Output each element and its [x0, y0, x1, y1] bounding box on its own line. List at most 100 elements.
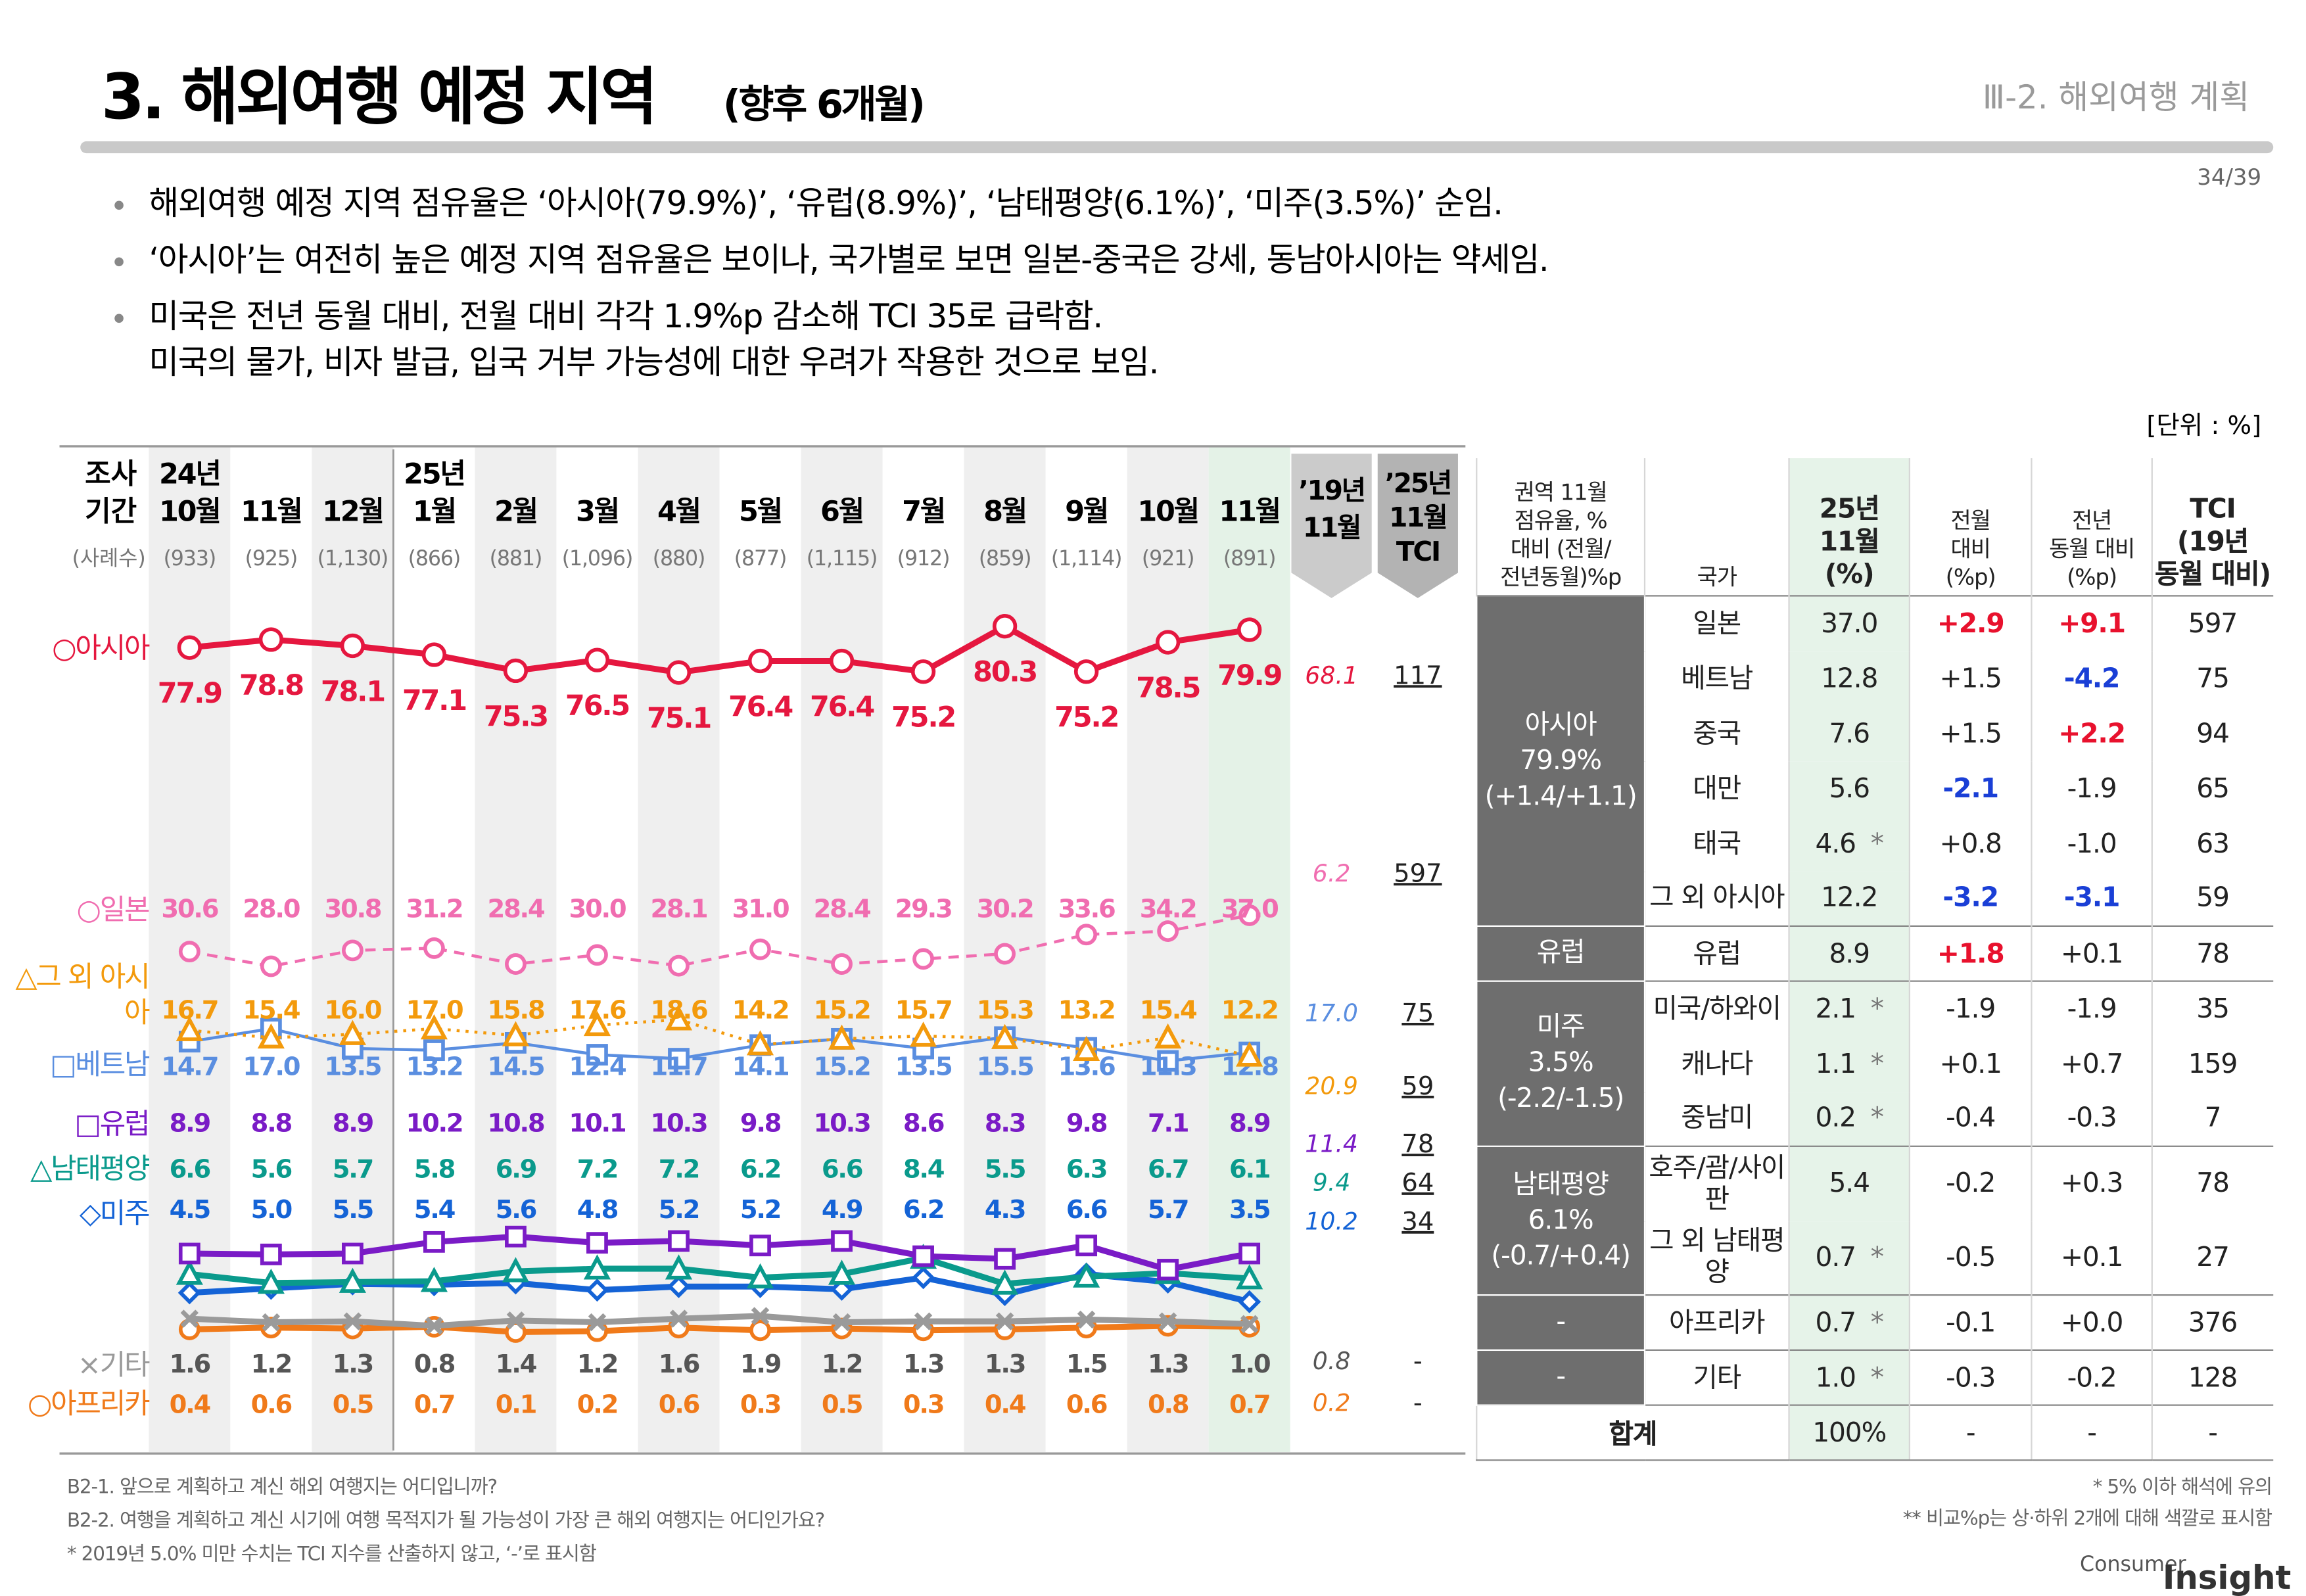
share-value: 5.4: [1829, 1168, 1870, 1200]
share-cell: 5.4: [1788, 1145, 1910, 1221]
table-cell: -1.9: [2031, 980, 2152, 1037]
table-cell: -0.5: [1908, 1220, 2032, 1296]
tci-value: 117: [1394, 661, 1442, 690]
data-label: 0.8: [1148, 1390, 1188, 1419]
data-point: [421, 642, 447, 667]
header-text: 동월 대비): [2155, 559, 2271, 591]
data-label: 0.5: [822, 1390, 862, 1419]
header-text: 대비 (전월/: [1510, 535, 1612, 563]
data-label: 0.4: [985, 1390, 1025, 1419]
table-cell: 유럽: [1643, 925, 1789, 981]
table-cell: -: [1908, 1404, 2032, 1461]
header-cell: 국가: [1643, 458, 1789, 596]
data-label: 28.4: [487, 895, 544, 924]
data-label: 76.4: [810, 690, 874, 723]
data-label: 1.3: [903, 1350, 943, 1379]
series-line: [189, 1313, 1250, 1329]
table-cell: +2.2: [2031, 705, 2152, 761]
series: 77.9 78.8 78.1 77.1 75.3 76.5 75.1 76.4 76.4 75.2…: [158, 614, 1442, 735]
data-label: 1.6: [170, 1350, 210, 1379]
share-cell: 1.1 *: [1788, 1036, 1910, 1092]
region-text: 6.1%: [1528, 1204, 1594, 1236]
data-label: 1.5: [1066, 1350, 1107, 1379]
unit-label: [단위 : %]: [2146, 411, 2261, 440]
table-cell: +1.8: [1908, 925, 2032, 981]
series: 1.6 1.2 1.3 0.8 1.4 1.2 1.6 1.9 1.2 1.3 1.3 1.5 1.3 1…: [170, 1307, 1423, 1379]
table-cell: 태국: [1643, 816, 1789, 872]
header-row: 권역 11월 점유율, % 대비 (전월/전년동월)%p 국가 25년 11월 (%) 전월 대…: [1476, 458, 2273, 596]
data-label: 15.7: [895, 995, 952, 1025]
data-label: 6.7: [1148, 1155, 1188, 1185]
column-band: [1046, 446, 1127, 1452]
data-label: 15.4: [243, 995, 299, 1025]
data-point: [991, 1023, 1019, 1049]
low-sample-flag: *: [1870, 1048, 1884, 1079]
data-point: [178, 1242, 200, 1265]
data-label: 14.1: [732, 1052, 789, 1081]
data-label: 1.9: [740, 1350, 781, 1379]
region-cell: 유럽: [1476, 925, 1646, 982]
region-text: 유럽: [1536, 937, 1586, 969]
data-label: 30.6: [161, 895, 218, 924]
data-point: [339, 1267, 366, 1293]
header-text: 전년동월)%p: [1500, 563, 1622, 591]
data-label: 14.7: [161, 1052, 218, 1081]
low-sample-flag: *: [1870, 1242, 1884, 1273]
share-cell: 12.2: [1788, 871, 1910, 926]
data-label: 0.3: [903, 1390, 943, 1419]
section-label: Ⅲ-2. 해외여행 계획: [1983, 78, 2249, 116]
legend-entry: ×기타: [77, 1349, 151, 1382]
footnote: B2-2. 여행을 계획하고 계신 시기에 여행 목적지가 될 가능성이 가장 …: [67, 1509, 824, 1532]
data-point: [1238, 1290, 1261, 1313]
data-point: [423, 1231, 445, 1253]
data-point: [910, 659, 936, 684]
data-label: 0.7: [414, 1390, 454, 1419]
tci-value: 75: [1401, 998, 1434, 1028]
data-label: 4.9: [822, 1195, 862, 1225]
tci-header: ’25년: [1385, 467, 1451, 499]
legend-entry: △그 외 아시아: [15, 961, 150, 1030]
data-label: 30.0: [569, 895, 626, 924]
data-point: [1236, 1264, 1263, 1290]
data-point: [262, 1313, 281, 1332]
region-text: 3.5%: [1528, 1047, 1594, 1079]
share-cell: 1.0 *: [1788, 1349, 1910, 1405]
data-label: 5.2: [740, 1195, 780, 1225]
data-point: [1075, 924, 1098, 946]
data-point: [665, 1005, 693, 1031]
logo-text: Insight: [2163, 1559, 2292, 1596]
table-row: 대만 5.6 -2.1 -1.9 65: [1476, 761, 2273, 816]
data-point: [260, 1243, 282, 1265]
header-text: 25년: [1819, 494, 1880, 525]
data-label: 17.6: [569, 995, 626, 1025]
data-label: 78.8: [239, 669, 303, 702]
share-cell: 4.6 *: [1788, 816, 1910, 872]
data-label: 0.2: [577, 1390, 617, 1419]
series: 14.7 17.0 13.5 13.2 14.5 12.4 11.7 14.1 15.2 13.5…: [161, 998, 1434, 1081]
table-cell: +1.5: [1908, 651, 2032, 706]
x-tick-label: 11월: [241, 495, 302, 528]
data-label: 78.5: [1136, 672, 1200, 705]
table-cell: 그 외 남태평양: [1643, 1220, 1789, 1296]
data-label: 5.0: [251, 1195, 292, 1225]
ref-value: 0.2: [1313, 1388, 1351, 1417]
data-point: [828, 1259, 856, 1285]
data-point: [584, 647, 610, 672]
tci-value: 64: [1401, 1168, 1434, 1198]
data-label: 1.3: [985, 1350, 1025, 1379]
data-point: [505, 1225, 527, 1248]
data-label: 18.6: [651, 995, 707, 1025]
data-label: 5.7: [333, 1155, 373, 1185]
table-cell: +0.1: [2031, 1220, 2152, 1296]
data-label: 0.1: [496, 1390, 536, 1419]
data-label: 3.5: [1229, 1195, 1270, 1225]
data-point: [1238, 904, 1261, 926]
table-cell: 75: [2151, 651, 2273, 706]
data-label: 34.2: [1140, 895, 1196, 924]
region-text: 79.9%: [1520, 744, 1602, 776]
data-point: [994, 1248, 1016, 1270]
data-label: 8.9: [333, 1109, 373, 1138]
table-cell: 대만: [1643, 761, 1789, 816]
data-label: 10.8: [487, 1109, 544, 1138]
table-row: 그 외 아시아 12.2 -3.2 -3.1 59: [1476, 871, 2273, 926]
